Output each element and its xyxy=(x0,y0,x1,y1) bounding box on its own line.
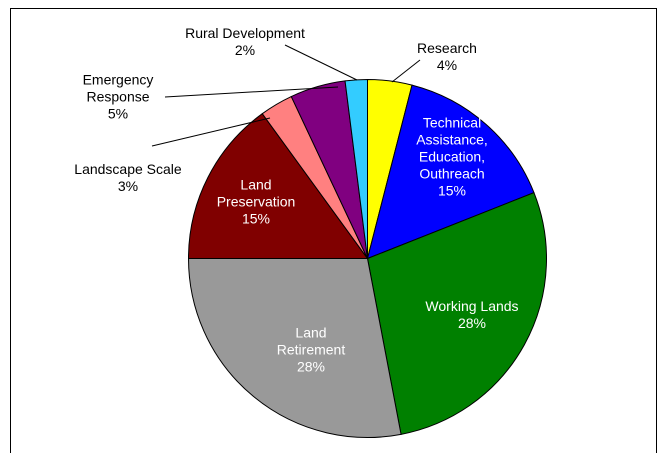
category-label: Emergency Response xyxy=(82,71,154,105)
slice-label: Land Retirement 28% xyxy=(261,325,361,376)
value-label: 3% xyxy=(117,178,139,194)
category-label: Rural Development xyxy=(185,25,305,41)
value-label: 28% xyxy=(457,315,487,331)
value-label: 15% xyxy=(437,182,467,199)
leader-line xyxy=(284,44,358,81)
value-label: 4% xyxy=(436,57,458,73)
slice-label: Research 4% xyxy=(402,40,492,74)
slice-label: Land Preservation 15% xyxy=(206,177,306,228)
slice-label: Emergency Response 5% xyxy=(63,72,173,123)
value-label: 2% xyxy=(234,42,256,58)
slice-label: Landscape Scale 3% xyxy=(73,161,183,195)
leader-line xyxy=(151,117,271,147)
slice-label: Technical Assistance, Education, Outhrea… xyxy=(402,115,502,200)
category-label: Working Lands xyxy=(425,298,519,314)
value-label: 28% xyxy=(296,358,326,375)
pie-slice xyxy=(187,258,402,438)
category-label: Land Retirement xyxy=(276,324,346,358)
value-label: 15% xyxy=(241,210,271,227)
category-label: Research xyxy=(417,40,477,56)
slice-label: Rural Development 2% xyxy=(185,25,305,59)
slice-label: Working Lands 28% xyxy=(402,298,542,332)
value-label: 5% xyxy=(107,105,129,122)
leader-line xyxy=(164,86,339,98)
category-label: Land Preservation xyxy=(216,176,296,210)
pie-slice xyxy=(366,84,535,260)
category-label: Technical Assistance, Education, Outhrea… xyxy=(416,114,488,182)
category-label: Landscape Scale xyxy=(74,161,182,177)
leader-line xyxy=(391,59,421,83)
pie-slice xyxy=(366,191,547,435)
